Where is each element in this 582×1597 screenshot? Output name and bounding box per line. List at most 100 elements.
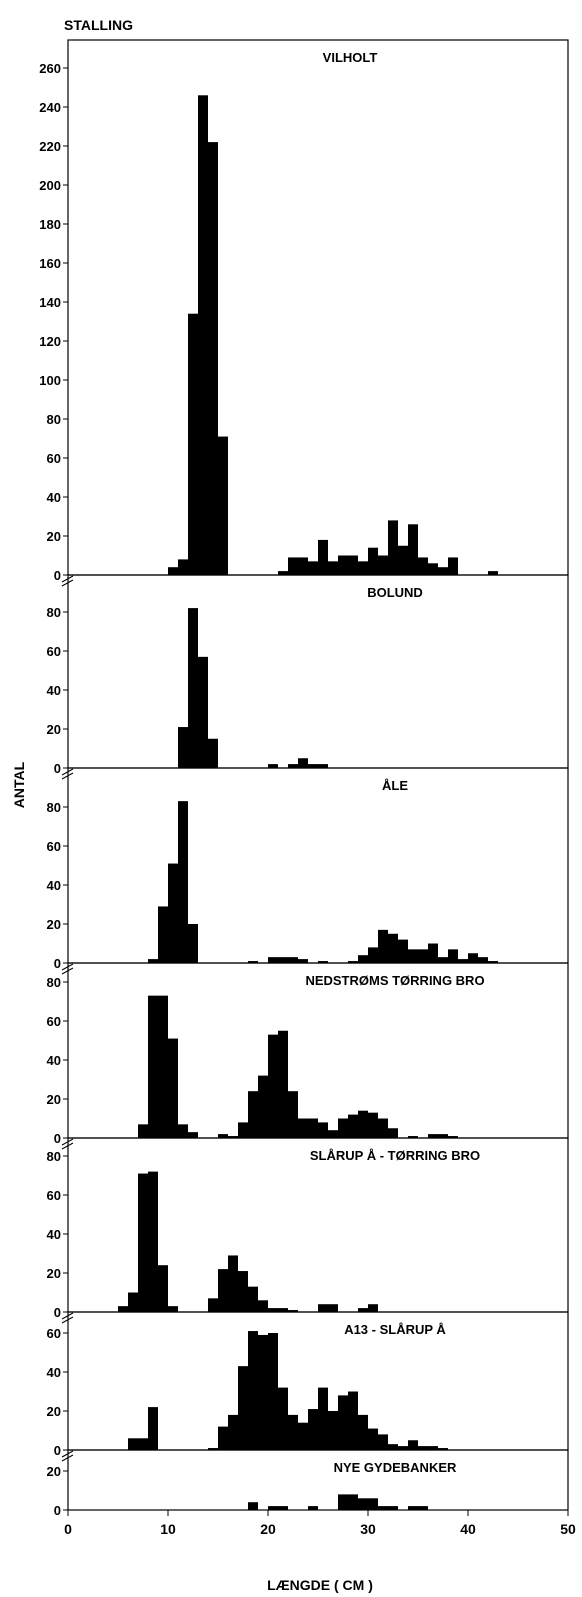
- axis-break-mark: [61, 963, 74, 975]
- bar: [268, 1506, 278, 1510]
- bar: [278, 1308, 288, 1312]
- bar: [288, 557, 298, 575]
- y-tick-label: 80: [47, 975, 61, 990]
- y-tick-label: 40: [47, 683, 61, 698]
- bar: [328, 1411, 338, 1450]
- y-tick-label: 20: [47, 722, 61, 737]
- bar: [318, 539, 328, 575]
- y-tick-label: 20: [47, 1092, 61, 1107]
- y-tick-label: 20: [47, 917, 61, 932]
- bar: [388, 1444, 398, 1450]
- bar: [278, 1387, 288, 1450]
- bar: [208, 1298, 218, 1312]
- y-tick-label: 180: [39, 217, 61, 232]
- bar: [148, 1407, 158, 1450]
- y-tick-label: 40: [47, 1227, 61, 1242]
- bar: [378, 1506, 388, 1510]
- panel-title: BOLUND: [367, 585, 423, 600]
- y-tick-label: 200: [39, 178, 61, 193]
- y-tick-label: 0: [54, 1503, 61, 1518]
- panel-frame: [67, 962, 569, 1139]
- bar: [168, 1306, 178, 1312]
- y-axis-label: ANTAL: [11, 761, 27, 808]
- y-tick-label: 240: [39, 100, 61, 115]
- bar: [308, 1118, 318, 1138]
- bar: [228, 1414, 238, 1450]
- bar: [368, 1428, 378, 1450]
- bar: [288, 957, 298, 963]
- bar: [448, 949, 458, 963]
- bar: [168, 1038, 178, 1138]
- bar: [448, 1136, 458, 1138]
- panel-frame: [67, 767, 569, 964]
- bar: [188, 924, 198, 963]
- y-tick-label: 80: [47, 800, 61, 815]
- bar: [398, 545, 408, 575]
- y-tick-label: 20: [47, 1266, 61, 1281]
- y-tick-label: 60: [47, 839, 61, 854]
- panel-7: NYE GYDEBANKER 0 20: [47, 1449, 569, 1518]
- bar: [388, 933, 398, 963]
- y-tick-label: 220: [39, 139, 61, 154]
- axis-break-mark: [61, 1138, 74, 1150]
- y-tick-label: 40: [47, 490, 61, 505]
- bar: [158, 995, 168, 1138]
- bar: [358, 1308, 368, 1312]
- bar: [428, 1446, 438, 1450]
- bar: [368, 1304, 378, 1312]
- panel-4: NEDSTRØMS TØRRING BRO 0 20 40 60 80: [47, 962, 569, 1146]
- x-tick-label: 20: [260, 1521, 276, 1537]
- bar: [238, 1271, 248, 1312]
- bar: [198, 656, 208, 768]
- bar: [188, 1132, 198, 1138]
- bar: [348, 1494, 358, 1510]
- bar: [138, 1438, 148, 1450]
- bar: [158, 1265, 168, 1312]
- bar: [328, 1130, 338, 1138]
- bar: [438, 567, 448, 575]
- y-tick-label: 140: [39, 295, 61, 310]
- bar: [488, 961, 498, 963]
- bar: [368, 947, 378, 963]
- bar: [238, 1122, 248, 1138]
- bar: [278, 571, 288, 575]
- panel-title: ÅLE: [382, 778, 408, 793]
- bar: [358, 1498, 368, 1510]
- bar: [348, 961, 358, 963]
- axis-break-mark: [61, 575, 74, 587]
- bar: [378, 1434, 388, 1450]
- y-tick-label: 20: [47, 529, 61, 544]
- bar: [178, 727, 188, 768]
- bar: [348, 555, 358, 575]
- bar: [438, 1134, 448, 1138]
- axis-break-mark: [61, 768, 74, 780]
- panels: VILHOLT020406080100120140160180200220240…: [39, 39, 569, 1518]
- y-tick-label: 80: [47, 1149, 61, 1164]
- y-tick-label: 60: [47, 1014, 61, 1029]
- x-tick-label: 50: [560, 1521, 576, 1537]
- bar: [178, 559, 188, 575]
- bar: [308, 561, 318, 575]
- bar: [388, 520, 398, 575]
- bar: [318, 764, 328, 768]
- bar: [268, 957, 278, 963]
- panel-1: VILHOLT 0 20 40 60 80 100 120 140 160 180 200 220 240…: [39, 39, 569, 583]
- y-tick-label: 100: [39, 373, 61, 388]
- bar: [408, 1440, 418, 1450]
- bar: [148, 1171, 158, 1312]
- bar: [248, 1331, 258, 1450]
- bar: [378, 1118, 388, 1138]
- bar: [208, 1448, 218, 1450]
- panel-title: NEDSTRØMS TØRRING BRO: [305, 973, 484, 988]
- x-tick-label: 10: [160, 1521, 176, 1537]
- panel-frame: [67, 39, 569, 576]
- bar: [278, 957, 288, 963]
- bar: [378, 555, 388, 575]
- x-axis-ticks: 0 10 20 30 40 50: [64, 1510, 576, 1537]
- bar: [488, 571, 498, 575]
- bar: [268, 764, 278, 768]
- y-tick-label: 160: [39, 256, 61, 271]
- bar: [388, 1128, 398, 1138]
- bar: [398, 1446, 408, 1450]
- bar: [298, 1422, 308, 1450]
